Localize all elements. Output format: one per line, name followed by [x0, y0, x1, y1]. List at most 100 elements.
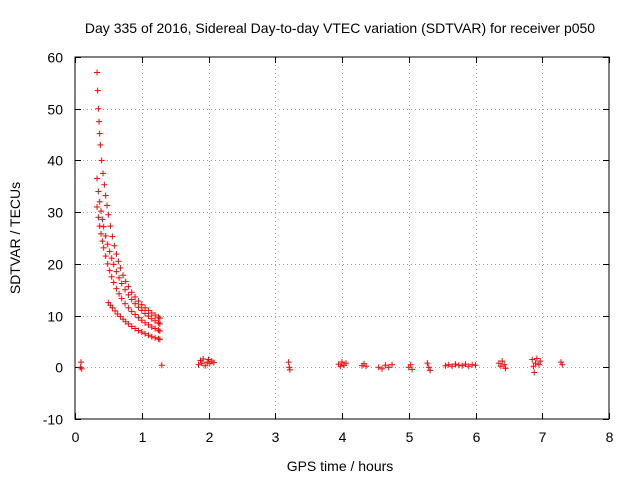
data-point: [115, 258, 122, 265]
data-point: [502, 365, 509, 372]
chart-title: Day 335 of 2016, Sidereal Day-to-day VTE…: [85, 20, 595, 36]
data-point: [132, 300, 139, 307]
data-point: [118, 295, 125, 302]
data-point: [409, 366, 416, 373]
data-point: [113, 251, 120, 258]
x-tick-label: 6: [473, 429, 481, 445]
data-point: [94, 87, 101, 94]
data-point: [202, 362, 209, 369]
x-tick-label: 1: [139, 429, 147, 445]
data-point: [125, 291, 132, 298]
data-point: [98, 208, 105, 215]
data-point: [97, 141, 104, 148]
x-tick-label: 2: [206, 429, 214, 445]
data-point: [455, 362, 462, 369]
data-point: [105, 211, 112, 218]
data-point: [128, 296, 135, 303]
data-point: [106, 248, 113, 255]
data-point: [135, 314, 142, 321]
data-point: [286, 366, 293, 373]
data-point: [449, 363, 456, 370]
data-point: [95, 214, 102, 221]
data-point: [156, 336, 163, 343]
data-point: [339, 359, 345, 366]
y-tick-label: -10: [43, 412, 63, 428]
data-point: [138, 307, 145, 314]
data-point: [110, 261, 117, 268]
data-point: [142, 330, 149, 337]
data-point: [148, 333, 155, 340]
data-point: [116, 290, 123, 297]
data-point: [499, 358, 506, 365]
data-point: [120, 316, 127, 323]
data-point: [459, 362, 466, 369]
y-tick-label: 40: [47, 153, 63, 169]
data-point: [113, 268, 120, 275]
y-tick-label: 10: [47, 309, 63, 325]
data-point: [389, 361, 396, 368]
tick-marks: [75, 57, 610, 420]
data-point: [537, 358, 544, 365]
data-point: [452, 361, 459, 368]
data-point: [102, 253, 109, 260]
data-point: [96, 223, 103, 230]
data-point: [117, 264, 124, 271]
data-point: [145, 313, 152, 320]
data-point: [99, 216, 106, 223]
data-point: [100, 244, 107, 251]
data-point: [135, 298, 142, 305]
data-point: [531, 369, 538, 376]
data-point: [535, 361, 542, 368]
data-point: [343, 360, 350, 367]
data-point: [102, 192, 109, 199]
x-tick-label: 8: [606, 429, 614, 445]
data-point: [445, 361, 452, 368]
data-point: [155, 319, 162, 326]
x-tick-label: 5: [406, 429, 414, 445]
data-point: [138, 317, 145, 324]
data-point: [96, 198, 103, 205]
data-point: [424, 360, 431, 367]
y-tick-labels: -10 0 10 20 30 40 50 60: [43, 50, 63, 428]
data-point: [145, 332, 152, 339]
data-point: [495, 360, 502, 367]
x-tick-label: 7: [539, 429, 547, 445]
data-point: [94, 175, 101, 182]
data-point: [465, 363, 472, 370]
data-point: [557, 359, 564, 366]
data-point: [469, 361, 476, 368]
data-point: [138, 329, 145, 336]
data-point: [529, 356, 536, 363]
data-point: [155, 327, 162, 334]
data-point: [120, 272, 127, 279]
data-point: [109, 233, 116, 240]
data-point: [156, 315, 163, 322]
data-point: [407, 361, 414, 368]
x-tick-label: 0: [72, 429, 80, 445]
data-point: [113, 285, 120, 292]
data-point: [95, 188, 102, 195]
data-point: [462, 361, 469, 368]
data-point: [125, 320, 132, 327]
data-point: [532, 360, 539, 367]
data-point: [132, 293, 139, 300]
data-point: [198, 360, 205, 367]
data-point: [116, 274, 123, 281]
data-point: [382, 362, 389, 369]
data-point: [112, 307, 119, 314]
data-point: [379, 365, 386, 372]
data-point: [442, 362, 449, 369]
data-point: [128, 289, 135, 296]
data-point: [111, 242, 118, 249]
x-axis-label: GPS time / hours: [287, 458, 394, 474]
data-point: [128, 323, 135, 330]
data-point: [145, 321, 152, 328]
data-point: [156, 320, 163, 327]
data-point: [107, 223, 114, 230]
data-point: [122, 278, 129, 285]
data-point: [497, 363, 504, 370]
data-point: [78, 365, 85, 372]
data-point: [78, 359, 85, 366]
data-point: [200, 356, 207, 363]
